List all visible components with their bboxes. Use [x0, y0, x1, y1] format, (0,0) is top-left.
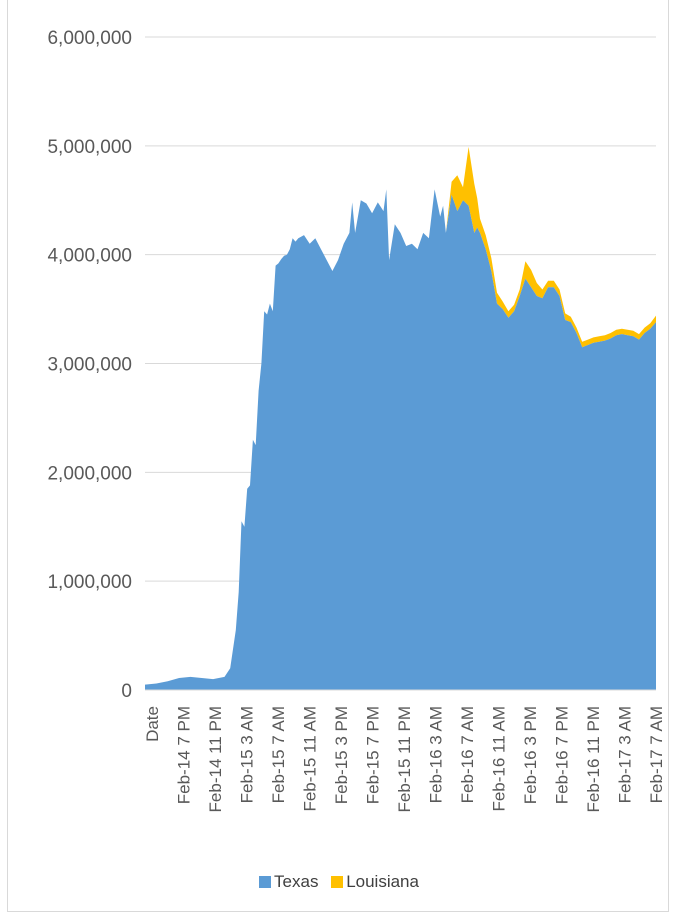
legend-swatch-louisiana: [331, 876, 344, 888]
x-tick-label: Feb-15 11 AM: [301, 706, 320, 812]
series-area-louisiana: [145, 146, 656, 685]
x-tick-label: Feb-17 7 AM: [647, 706, 666, 803]
y-tick-label: 4,000,000: [47, 246, 132, 267]
y-tick-label: 3,000,000: [47, 355, 132, 376]
y-tick-label: 6,000,000: [47, 28, 132, 49]
x-tick-label: Feb-15 7 AM: [269, 706, 288, 803]
x-tick-label: Date: [143, 706, 162, 742]
legend-item-louisiana: Louisiana: [331, 872, 419, 892]
x-tick-label: Feb-16 11 AM: [490, 706, 509, 812]
x-tick-label: Feb-16 7 AM: [458, 706, 477, 803]
y-tick-label: 0: [121, 681, 132, 702]
x-tick-label: Feb-16 7 PM: [553, 706, 572, 804]
y-tick-label: 5,000,000: [47, 137, 132, 158]
y-tick-label: 2,000,000: [47, 463, 132, 484]
legend-label-louisiana: Louisiana: [346, 872, 419, 891]
legend-label-texas: Texas: [274, 872, 319, 891]
y-tick-label: 1,000,000: [47, 572, 132, 593]
series-area-texas: [145, 189, 656, 690]
plot-areas: [145, 146, 656, 690]
x-tick-label: Feb-14 7 PM: [175, 706, 194, 804]
x-tick-label: Feb-17 3 AM: [616, 706, 635, 803]
x-tick-label: Feb-16 3 PM: [521, 706, 540, 804]
x-axis-ticks: Date Feb-14 7 PM Feb-14 11 PM Feb-15 3 AM Fe…: [143, 706, 666, 812]
x-tick-label: Feb-14 11 PM: [206, 706, 225, 812]
x-tick-label: Feb-15 3 AM: [238, 706, 257, 803]
y-axis-ticks: 0 1,000,000 2,000,000 3,000,000 4,000,000 5,0…: [47, 28, 132, 702]
legend-item-texas: Texas: [259, 872, 318, 892]
x-tick-label: Feb-16 3 AM: [427, 706, 446, 803]
legend-swatch-texas: [259, 876, 272, 888]
x-tick-label: Feb-15 3 PM: [332, 706, 351, 804]
x-tick-label: Feb-15 11 PM: [395, 706, 414, 812]
x-tick-label: Feb-15 7 PM: [364, 706, 383, 804]
legend: Texas Louisiana: [0, 872, 678, 893]
x-tick-label: Feb-16 11 PM: [584, 706, 603, 812]
